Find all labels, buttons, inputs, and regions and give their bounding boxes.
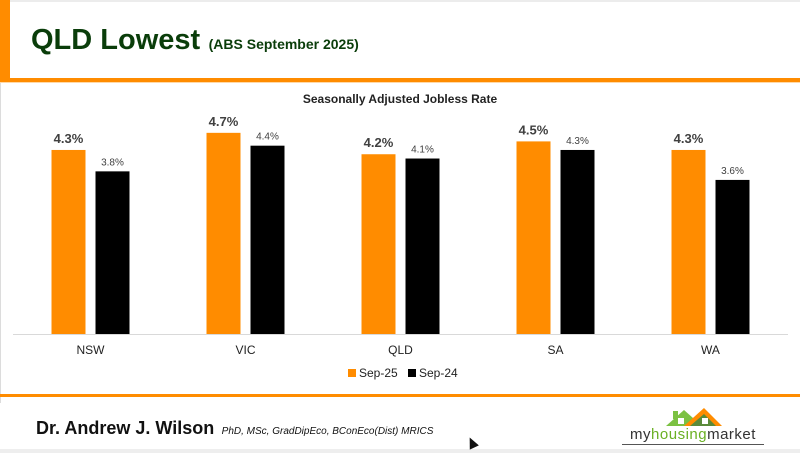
bar-sep-24-sa	[560, 149, 595, 334]
legend-swatch-sep-25	[348, 369, 356, 377]
left-border	[0, 83, 1, 403]
x-tick-label: VIC	[235, 343, 255, 357]
myhousingmarket-logo: myhousingmarket	[618, 402, 768, 446]
legend-label: Sep-24	[419, 366, 458, 380]
bar-sep-24-wa	[715, 179, 750, 334]
data-label: 3.8%	[101, 157, 124, 168]
data-label: 4.2%	[364, 135, 394, 150]
bar-sep-24-qld	[405, 158, 440, 334]
x-tick-label: QLD	[388, 343, 413, 357]
data-label: 4.3%	[566, 136, 589, 147]
bar-sep-25-nsw	[51, 149, 86, 334]
logo-text-my: my	[630, 426, 652, 443]
mouse-cursor-icon	[465, 435, 479, 450]
slide-title-main: QLD Lowest	[31, 24, 201, 56]
data-label: 4.3%	[674, 131, 704, 146]
bar-sep-25-qld	[361, 154, 396, 334]
logo-underline	[622, 444, 764, 445]
slide-title-subtitle: (ABS September 2025)	[208, 36, 359, 52]
data-label: 4.3%	[54, 131, 84, 146]
author-block: Dr. Andrew J. Wilson PhD, MSc, GradDipEc…	[36, 418, 433, 439]
bar-sep-25-vic	[206, 132, 241, 334]
bar-sep-25-sa	[516, 141, 551, 334]
bottom-border	[0, 449, 800, 453]
x-tick-label: NSW	[77, 343, 106, 357]
bar-sep-24-nsw	[95, 171, 130, 334]
legend-label: Sep-25	[359, 366, 398, 380]
logo-text-housing: housing	[651, 426, 708, 443]
bar-chart: 4.3% 3.8% NSW 4.7% 4.4% VIC 4.2% 4.1% QLD 4.5% 4.3…	[13, 114, 788, 380]
header-divider	[0, 78, 800, 82]
logo-text-market: market	[707, 426, 756, 443]
logo-wordmark: myhousingmarket	[618, 426, 768, 443]
data-label: 4.7%	[209, 114, 239, 129]
legend-swatch-sep-24	[408, 369, 416, 377]
house-roofs-icon	[666, 408, 722, 426]
header-divider-shadow	[0, 82, 800, 83]
bar-sep-24-vic	[250, 145, 285, 334]
data-label: 4.4%	[256, 132, 279, 143]
bar-sep-25-wa	[671, 149, 706, 334]
header-accent-bar	[0, 0, 10, 81]
chart-title: Seasonally Adjusted Jobless Rate	[302, 92, 498, 106]
top-border	[0, 0, 800, 2]
footer-divider	[0, 394, 800, 397]
data-label: 4.5%	[519, 122, 549, 137]
x-tick-label: WA	[701, 343, 720, 357]
author-name: Dr. Andrew J. Wilson	[36, 418, 215, 438]
data-label: 3.6%	[721, 166, 744, 177]
x-tick-label: SA	[547, 343, 563, 357]
data-label: 4.1%	[411, 145, 434, 156]
slide-title: QLD Lowest (ABS September 2025)	[31, 24, 359, 57]
author-credentials: PhD, MSc, GradDipEco, BConEco(Dist) MRIC…	[221, 426, 434, 437]
